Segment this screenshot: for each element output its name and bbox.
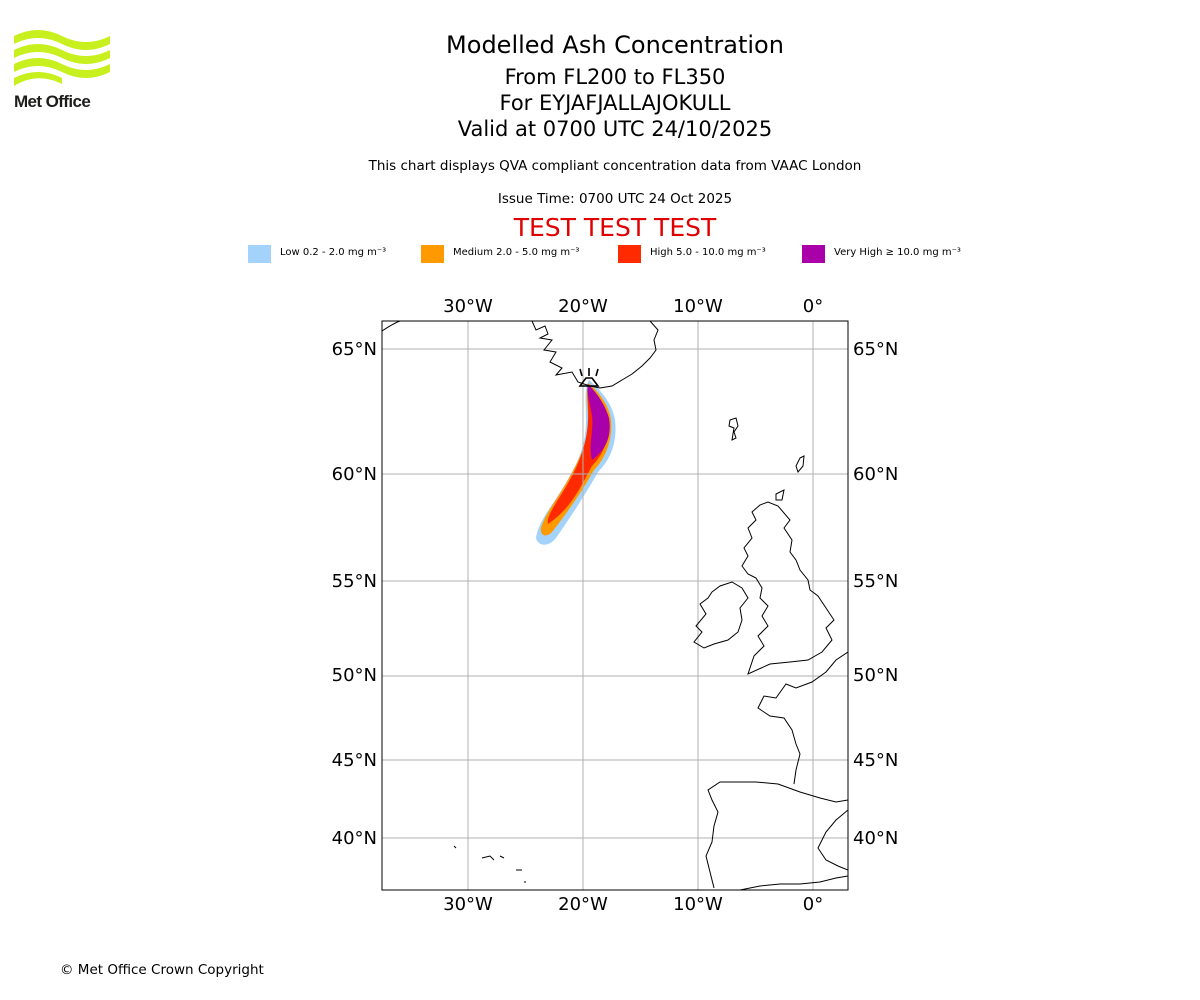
coast-france (757, 651, 848, 785)
test-banner: TEST TEST TEST (513, 213, 717, 242)
met-office-logo: Met Office (14, 30, 110, 112)
coast-iceland (531, 321, 659, 389)
issue-time: Issue Time: 0700 UTC 24 Oct 2025 (497, 191, 733, 207)
legend-label-low: Low 0.2 - 2.0 mg m⁻³ (280, 247, 387, 258)
tick-top-20w: 20°W (558, 296, 608, 317)
coast-iberia (705, 781, 848, 889)
met-office-wave-icon (14, 30, 110, 86)
tick-top-30w: 30°W (443, 296, 493, 317)
coast-shetland (795, 455, 805, 474)
chart-description: This chart displays QVA compliant concen… (368, 158, 862, 174)
chart-title: Modelled Ash Concentration (446, 31, 784, 59)
tick-bottom-30w: 30°W (443, 894, 493, 915)
map-frame (381, 320, 849, 891)
tick-left-65n: 65°N (332, 339, 377, 360)
tick-left-45n: 45°N (332, 750, 377, 771)
tick-right-50n: 50°N (853, 665, 898, 686)
lon-ticks-top: 30°W 20°W 10°W 0° (443, 296, 823, 317)
volcano-name: For EYJAFJALLAJOKULL (499, 91, 731, 115)
legend-swatch-medium (421, 245, 444, 263)
coast-north-africa (739, 875, 848, 890)
coast-mediterranean (817, 809, 848, 871)
coast-faroe (728, 417, 739, 441)
tick-right-60n: 60°N (853, 464, 898, 485)
chart-subtitle: From FL200 to FL350 For EYJAFJALLAJOKULL… (415, 64, 815, 142)
coast-ireland (693, 581, 749, 649)
tick-bottom-10w: 10°W (673, 894, 723, 915)
coast-orkney (775, 489, 785, 501)
legend-label-medium: Medium 2.0 - 5.0 mg m⁻³ (453, 247, 580, 258)
volcano-icon (578, 368, 600, 387)
legend-swatch-low (248, 245, 271, 263)
legend-label-very-high: Very High ≥ 10.0 mg m⁻³ (834, 247, 961, 258)
map-gridlines (382, 321, 848, 890)
legend-swatch-very-high (802, 245, 825, 263)
tick-left-60n: 60°N (332, 464, 377, 485)
tick-bottom-0: 0° (803, 894, 823, 915)
tick-right-55n: 55°N (853, 571, 898, 592)
tick-top-0: 0° (803, 296, 823, 317)
tick-left-40n: 40°N (332, 828, 377, 849)
tick-right-40n: 40°N (853, 828, 898, 849)
tick-right-45n: 45°N (853, 750, 898, 771)
tick-top-10w: 10°W (673, 296, 723, 317)
lat-ticks-right: 65°N 60°N 55°N 50°N 45°N 40°N (853, 339, 898, 849)
legend-label-high: High 5.0 - 10.0 mg m⁻³ (650, 247, 766, 258)
legend: Low 0.2 - 2.0 mg m⁻³ Medium 2.0 - 5.0 mg… (0, 244, 1200, 264)
logo-text: Met Office (14, 92, 91, 111)
tick-bottom-20w: 20°W (558, 894, 608, 915)
level-range: From FL200 to FL350 (504, 65, 726, 89)
legend-swatch-high (618, 245, 641, 263)
coast-greenland (382, 321, 401, 332)
ash-very-high-area (587, 384, 610, 460)
tick-left-55n: 55°N (332, 571, 377, 592)
coast-great-britain (741, 501, 835, 675)
copyright-footer: © Met Office Crown Copyright (60, 962, 264, 978)
lon-ticks-bottom: 30°W 20°W 10°W 0° (443, 894, 823, 915)
valid-time: Valid at 0700 UTC 24/10/2025 (457, 117, 773, 141)
coastlines (382, 321, 848, 890)
tick-left-50n: 50°N (332, 665, 377, 686)
tick-right-65n: 65°N (853, 339, 898, 360)
lat-ticks-left: 65°N 60°N 55°N 50°N 45°N 40°N (332, 339, 377, 849)
coast-azores (453, 845, 526, 883)
